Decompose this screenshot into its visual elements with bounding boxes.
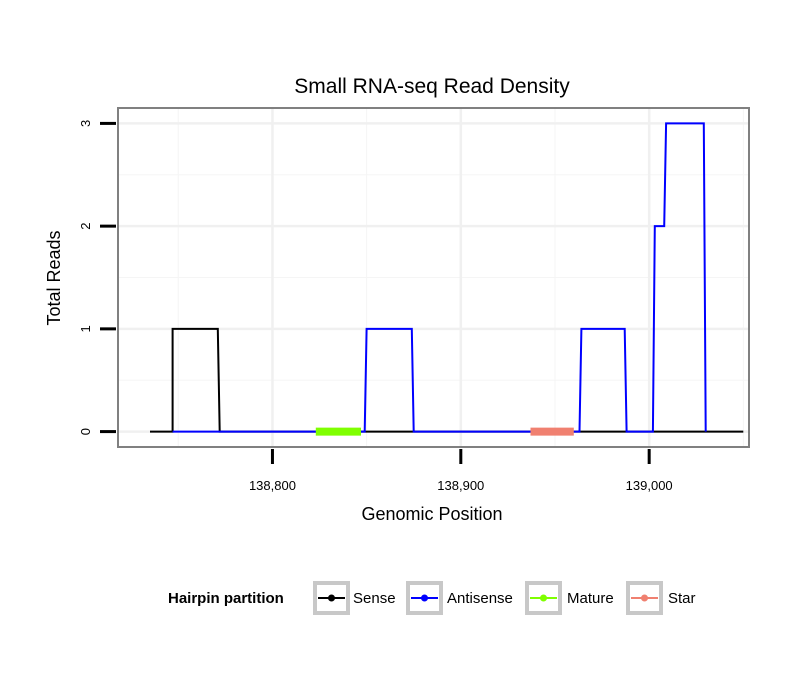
y-axis: 0 1 2 3 bbox=[78, 120, 116, 435]
y-axis-title: Total Reads bbox=[44, 230, 64, 325]
legend-key-point bbox=[421, 594, 428, 602]
x-tick-label: 138,800 bbox=[249, 478, 296, 493]
x-axis-title: Genomic Position bbox=[361, 504, 502, 524]
plot-panel-border bbox=[117, 107, 750, 448]
y-tick-label: 1 bbox=[78, 325, 93, 332]
legend-item-antisense: Antisense bbox=[406, 581, 513, 615]
legend-title: Hairpin partition bbox=[168, 590, 284, 607]
x-axis: 138,800 138,900 139,000 bbox=[249, 449, 673, 493]
y-tick-label: 3 bbox=[78, 120, 93, 127]
series-layer bbox=[150, 122, 744, 436]
legend-key-box bbox=[525, 581, 562, 615]
legend-key-point bbox=[328, 594, 335, 602]
plot-panel bbox=[117, 107, 750, 448]
x-tick-label: 139,000 bbox=[626, 478, 673, 493]
legend-label: Mature bbox=[567, 590, 614, 607]
legend-item-star: Star bbox=[626, 581, 696, 615]
legend-key-point bbox=[641, 594, 648, 602]
legend-label: Antisense bbox=[447, 590, 513, 607]
y-tick-label: 2 bbox=[78, 223, 93, 230]
chart-title: Small RNA-seq Read Density bbox=[294, 75, 570, 98]
legend-label: Sense bbox=[353, 590, 396, 607]
legend-key-point bbox=[540, 594, 547, 602]
legend: Hairpin partition Sense Antisense Mature St… bbox=[168, 581, 696, 615]
legend-item-mature: Mature bbox=[525, 581, 614, 615]
legend-item-sense: Sense bbox=[313, 581, 396, 615]
y-tick-label: 0 bbox=[78, 428, 93, 435]
x-tick-label: 138,900 bbox=[437, 478, 484, 493]
legend-label: Star bbox=[668, 590, 696, 607]
